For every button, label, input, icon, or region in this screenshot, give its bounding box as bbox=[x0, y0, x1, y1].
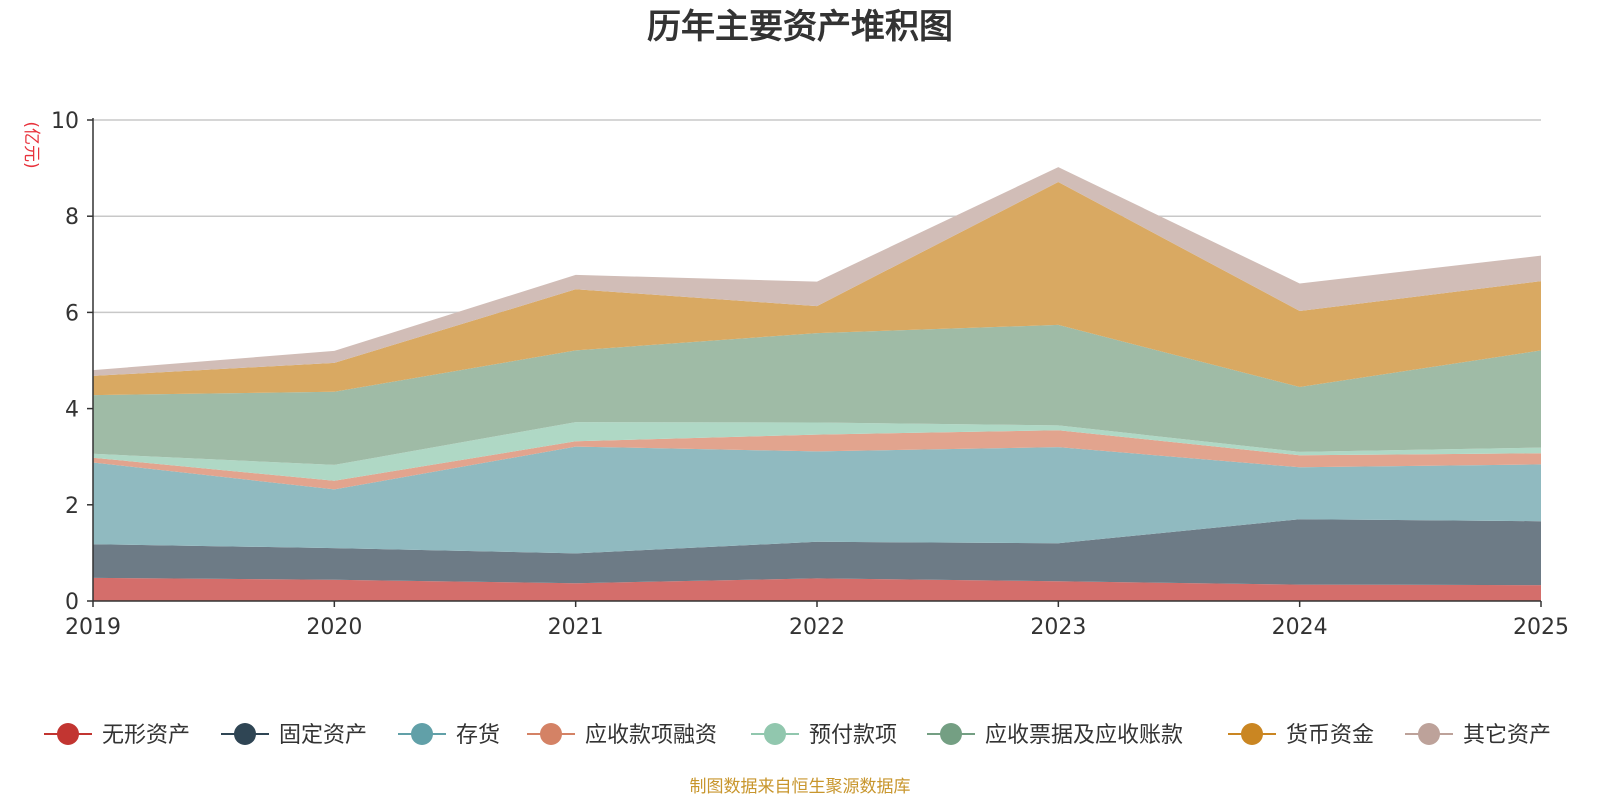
legend-label: 货币资金 bbox=[1286, 723, 1374, 748]
area-series-1 bbox=[93, 577, 1541, 601]
y-tick-label: 4 bbox=[65, 398, 79, 423]
legend-circle-marker bbox=[234, 723, 256, 745]
x-tick-label: 2025 bbox=[1513, 615, 1569, 640]
area-series-8 bbox=[93, 167, 1541, 376]
legend-label: 固定资产 bbox=[279, 723, 367, 748]
legend-circle-marker bbox=[764, 723, 786, 745]
legend-circle-marker bbox=[1418, 723, 1440, 745]
legend-circle-marker bbox=[57, 723, 79, 745]
y-tick-label: 8 bbox=[65, 205, 79, 230]
y-tick-label: 10 bbox=[51, 109, 79, 134]
x-tick-label: 2019 bbox=[65, 615, 121, 640]
legend-circle-marker bbox=[411, 723, 433, 745]
legend-item-2[interactable]: 固定资产 bbox=[221, 723, 367, 748]
area-series-4 bbox=[93, 430, 1541, 490]
legend-item-4[interactable]: 应收款项融资 bbox=[527, 723, 717, 748]
source-note: 制图数据来自恒生聚源数据库 bbox=[690, 777, 911, 797]
legend-item-3[interactable]: 存货 bbox=[398, 723, 500, 748]
legend-circle-marker bbox=[540, 723, 562, 745]
legend-circle-marker bbox=[1241, 723, 1263, 745]
area-series-3 bbox=[93, 446, 1541, 554]
area-series-group bbox=[93, 167, 1541, 601]
area-series-7 bbox=[93, 182, 1541, 396]
legend-label: 应收票据及应收账款 bbox=[985, 723, 1183, 748]
legend-item-8[interactable]: 其它资产 bbox=[1405, 723, 1551, 748]
legend-label: 无形资产 bbox=[102, 723, 190, 748]
area-series-6 bbox=[93, 324, 1541, 465]
x-tick-label: 2020 bbox=[306, 615, 362, 640]
legend-item-1[interactable]: 无形资产 bbox=[44, 723, 190, 748]
x-tick-label: 2024 bbox=[1272, 615, 1328, 640]
legend-item-7[interactable]: 货币资金 bbox=[1228, 723, 1374, 748]
y-axis-unit-label: (亿元) bbox=[21, 121, 41, 168]
y-tick-label: 6 bbox=[65, 301, 79, 326]
x-tick-label: 2022 bbox=[789, 615, 845, 640]
legend-label: 应收款项融资 bbox=[585, 723, 717, 748]
legend-label: 存货 bbox=[456, 723, 500, 748]
legend[interactable]: 无形资产 固定资产 存货 应收款项融资 预付款项 应收票据及应收账款 货币资金 其它资产 bbox=[44, 723, 1551, 748]
legend-item-6[interactable]: 应收票据及应收账款 bbox=[927, 723, 1183, 748]
y-tick-label: 2 bbox=[65, 494, 79, 519]
x-tick-label: 2021 bbox=[548, 615, 604, 640]
chart-title: 历年主要资产堆积图 bbox=[647, 7, 953, 47]
x-tick-label: 2023 bbox=[1030, 615, 1086, 640]
legend-label: 其它资产 bbox=[1463, 723, 1551, 748]
legend-circle-marker bbox=[940, 723, 962, 745]
legend-label: 预付款项 bbox=[809, 723, 897, 748]
legend-item-5[interactable]: 预付款项 bbox=[751, 723, 897, 748]
area-series-5 bbox=[93, 422, 1541, 481]
axes: 0 2 4 6 8 10 2019 2020 2021 2022 2023 2024 2025 bbox=[51, 109, 1569, 640]
y-tick-label: 0 bbox=[65, 590, 79, 615]
area-series-2 bbox=[93, 519, 1541, 586]
